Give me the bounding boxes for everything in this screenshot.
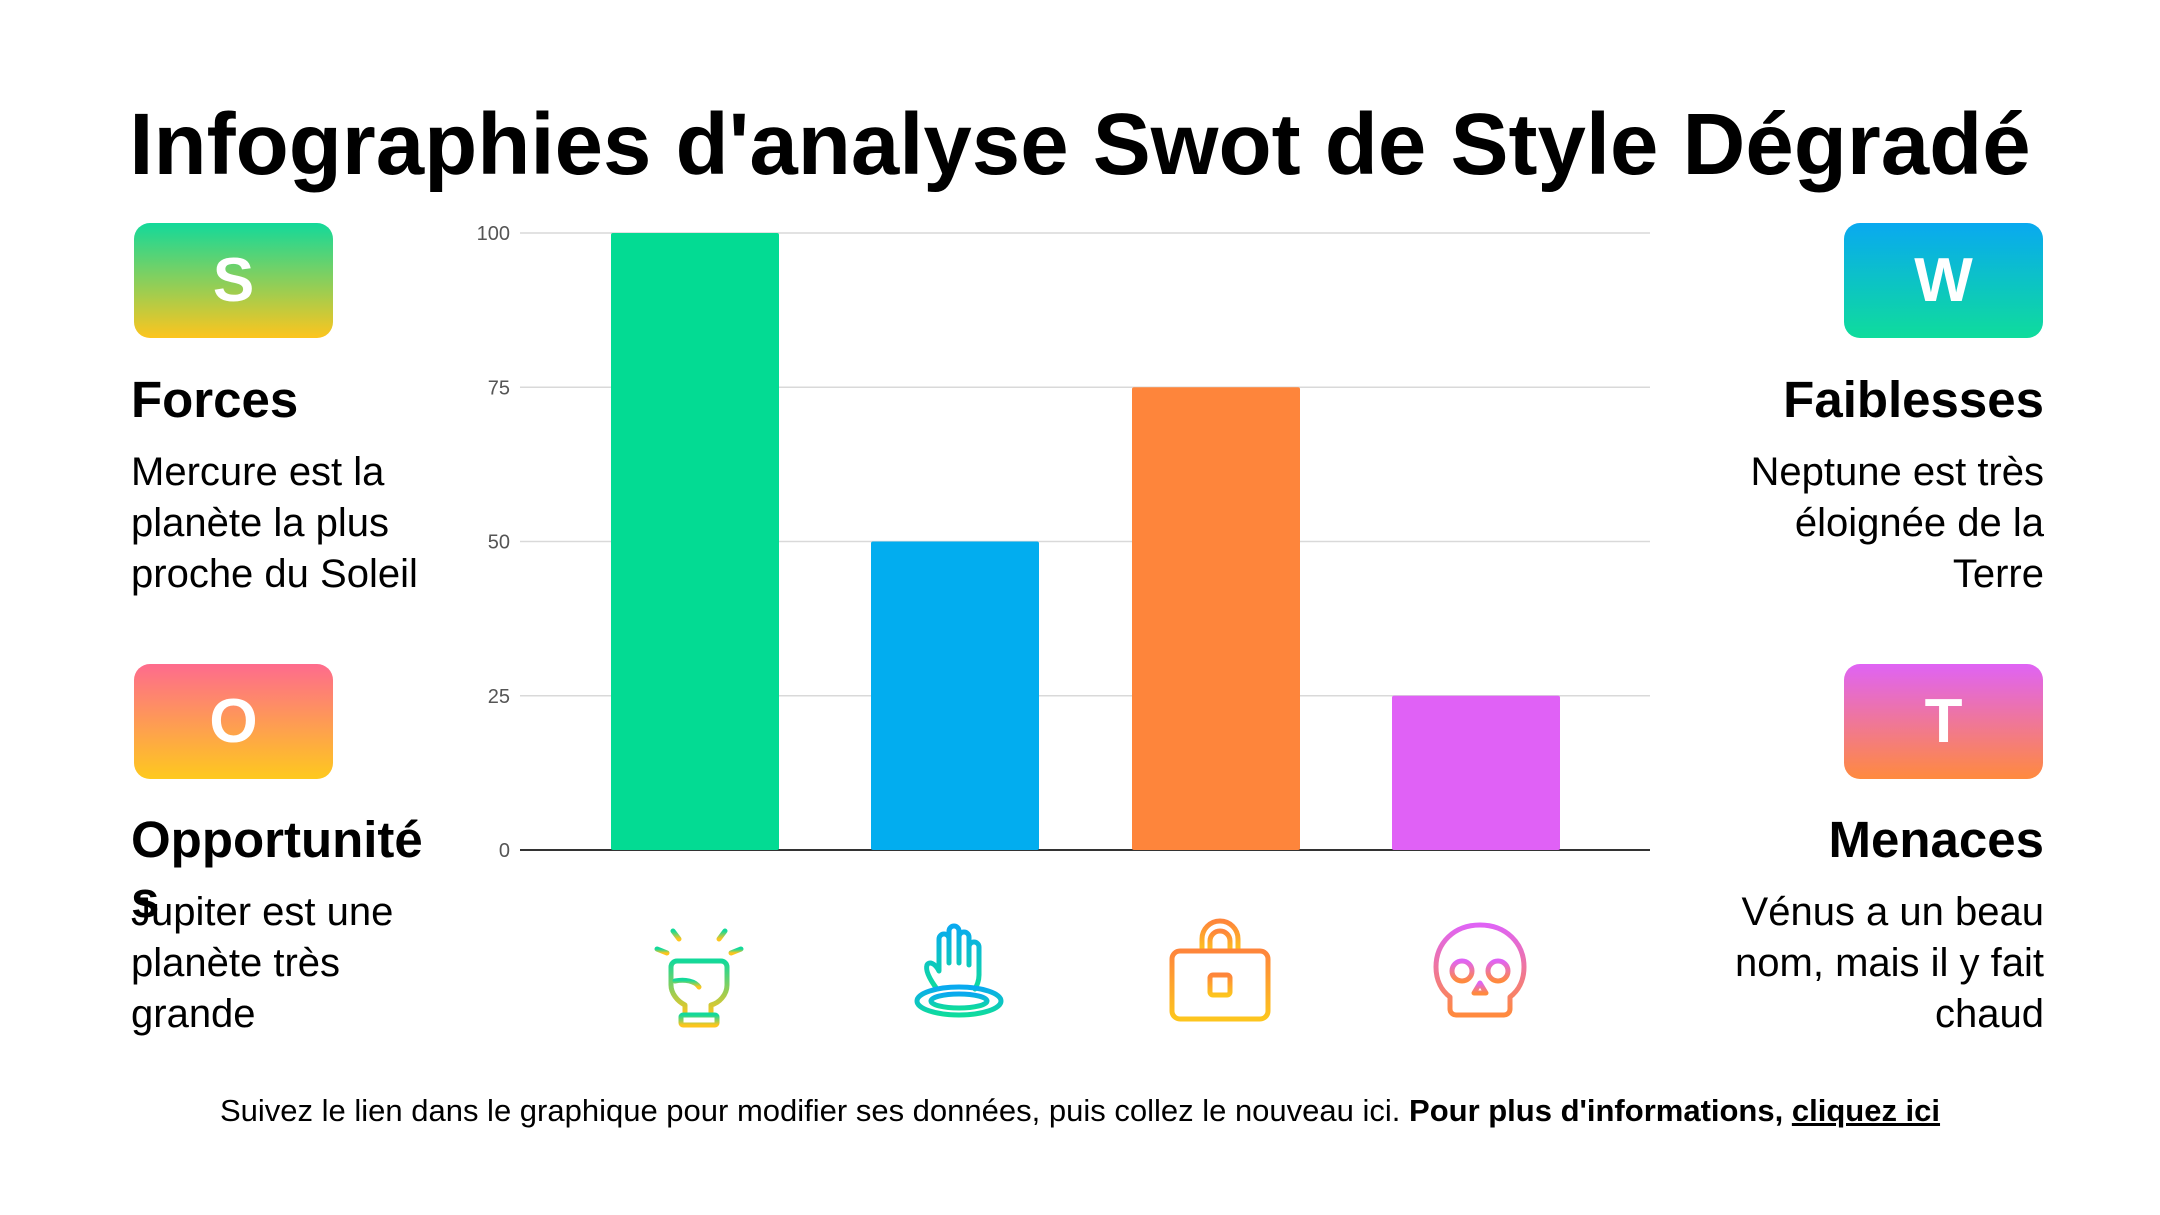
strengths-badge: S: [134, 223, 333, 338]
opportunities-description: Jupiter est une planète très grande: [131, 890, 394, 1036]
footer-text: Suivez le lien dans le graphique pour mo…: [219, 1093, 1401, 1128]
skull-icon: [1424, 917, 1536, 1029]
bar-opportunités[interactable]: [1132, 387, 1300, 850]
strengths-heading: Forces: [131, 371, 299, 428]
opportunities-letter: O: [209, 687, 258, 756]
threats-letter: T: [1924, 687, 1963, 756]
y-tick-label: 0: [499, 840, 510, 862]
strengths-letter: S: [212, 246, 255, 315]
bar-faiblesses[interactable]: [871, 541, 1039, 851]
y-tick-label: 25: [488, 686, 510, 708]
threats-description: Vénus a un beau nom, mais il y fait chau…: [1735, 890, 2044, 1036]
weaknesses-heading: Faiblesses: [1783, 371, 2044, 428]
opportunities-badge: O: [134, 664, 333, 779]
y-tick-label: 100: [477, 223, 510, 245]
page-title: Infographies d'analyse Swot de Style Dég…: [129, 96, 2031, 193]
weaknesses-letter: W: [1914, 246, 1973, 315]
y-tick-label: 75: [488, 377, 510, 399]
footer-bold-text: Pour plus d'informations,: [1409, 1093, 1784, 1128]
weaknesses-description: Neptune est très éloignée de la Terre: [1750, 450, 2045, 596]
bar-menaces[interactable]: [1392, 695, 1560, 850]
weaknesses-badge: W: [1844, 223, 2043, 338]
y-tick-label: 50: [488, 532, 510, 554]
opportunities-heading: Opportunités: [131, 811, 423, 928]
briefcase-icon: [1164, 917, 1276, 1029]
threats-badge: T: [1844, 664, 2043, 779]
raised-fist-icon: [643, 917, 755, 1029]
more-info-link[interactable]: cliquez ici: [1791, 1093, 1941, 1128]
footer-note: Suivez le lien dans le graphique pour mo…: [0, 1091, 2160, 1131]
strengths-description: Mercure est la planète la plus proche du…: [131, 450, 418, 596]
threats-heading: Menaces: [1828, 811, 2044, 868]
sinking-hand-icon: [903, 917, 1015, 1029]
bar-forces[interactable]: [611, 233, 779, 850]
